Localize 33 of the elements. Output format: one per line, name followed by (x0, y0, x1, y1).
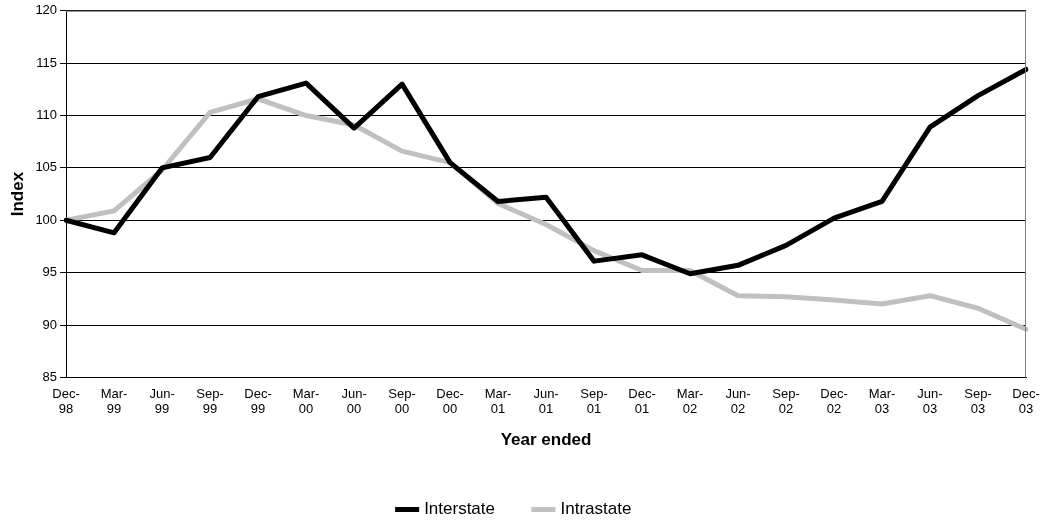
x-tick-label: Mar-02 (676, 385, 704, 417)
x-tick-label: Dec-02 (820, 385, 848, 417)
x-tick-label: Sep-02 (772, 385, 800, 417)
x-tick-label: Dec-00 (436, 385, 464, 417)
y-tick-label: 90 (42, 316, 58, 332)
x-tick-label: Jun-03 (917, 385, 943, 417)
legend-label: Intrastate (560, 499, 632, 519)
x-tick-label: Dec-03 (1012, 385, 1040, 417)
x-tick-label: Jun-99 (149, 385, 175, 417)
x-tick-label: Jun-02 (725, 385, 751, 417)
y-tick-label: 120 (35, 2, 58, 18)
x-tick-label: Dec-01 (628, 385, 656, 417)
x-tick-label: Mar-01 (484, 385, 512, 417)
x-tick-label: Sep-00 (388, 385, 416, 417)
x-tick-label: Jun-00 (341, 385, 367, 417)
x-tick-label: Mar-00 (292, 385, 320, 417)
x-tick-label: Sep-01 (580, 385, 608, 417)
x-tick-label: Jun-01 (533, 385, 559, 417)
y-tick-label: 105 (35, 159, 58, 175)
x-tick-label: Sep-03 (964, 385, 992, 417)
y-tick-label: 110 (36, 107, 58, 123)
x-tick-label: Dec-99 (244, 385, 272, 417)
y-tick-label: 115 (36, 54, 58, 70)
legend-label: Interstate (424, 499, 495, 519)
x-tick-label: Mar-03 (868, 385, 896, 417)
x-tick-label: Mar-99 (100, 385, 128, 417)
x-tick-label: Sep-99 (196, 385, 224, 417)
x-tick-label: Dec-98 (52, 385, 80, 417)
y-tick-label: 85 (42, 368, 58, 384)
y-tick-label: 100 (35, 211, 58, 227)
y-axis-title: Index (7, 171, 27, 217)
x-axis-title: Year ended (500, 430, 592, 450)
y-tick-label: 95 (42, 264, 58, 280)
